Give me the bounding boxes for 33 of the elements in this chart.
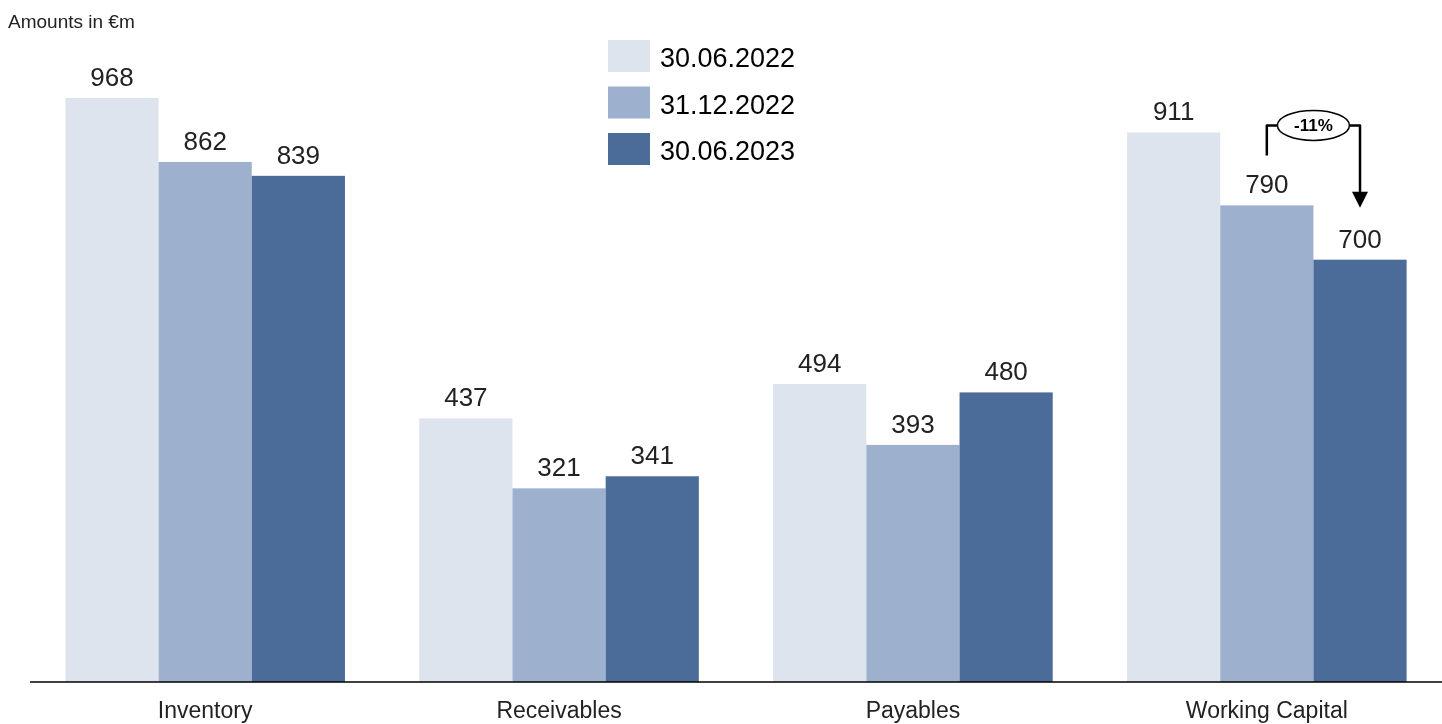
bar	[512, 488, 606, 682]
legend-label: 30.06.2022	[660, 43, 796, 73]
bar	[1220, 205, 1314, 682]
data-label: 790	[1245, 169, 1289, 200]
data-label: 341	[630, 440, 674, 471]
annotation: -11%	[1294, 116, 1333, 136]
data-label: 839	[276, 139, 321, 170]
data-label: 480	[984, 356, 1028, 387]
bar	[773, 383, 867, 682]
bar	[251, 175, 345, 682]
data-label: 700	[1338, 223, 1382, 254]
x-tick-label: Receivables	[496, 697, 622, 723]
x-tick-label: Working Capital	[1185, 697, 1348, 723]
data-label: 968	[90, 62, 134, 92]
data-label: 393	[891, 408, 935, 439]
bar	[866, 444, 960, 682]
bar	[605, 476, 699, 682]
bar	[419, 418, 513, 682]
data-label: 862	[183, 125, 227, 156]
data-label: 911	[1152, 96, 1195, 127]
data-label: 437	[444, 382, 488, 413]
bar	[1127, 132, 1221, 682]
bar	[1313, 259, 1407, 682]
y-axis-title: Amounts in €m	[8, 11, 135, 32]
x-tick-label: Inventory	[157, 697, 253, 723]
bar	[959, 392, 1053, 682]
x-tick-label: Payables	[865, 697, 961, 723]
legend-label: 30.06.2023	[660, 136, 796, 166]
data-label: 494	[798, 347, 842, 378]
legend-label: 31.12.2022	[660, 89, 796, 120]
bar	[65, 98, 159, 682]
bar	[158, 161, 252, 682]
data-label: 321	[537, 452, 581, 483]
